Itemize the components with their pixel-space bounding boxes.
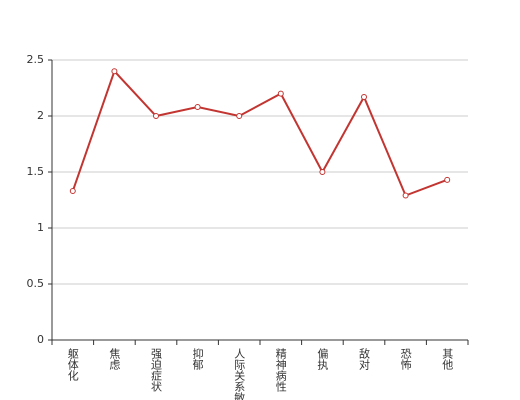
x-tick-label: 躯体化 xyxy=(66,348,79,382)
point xyxy=(444,176,451,183)
x-tick-label: 强迫症状 xyxy=(150,348,163,392)
y-tick-label: 1.5 xyxy=(27,165,45,178)
point xyxy=(111,68,118,75)
x-tick-label: 其他 xyxy=(441,348,454,370)
line xyxy=(71,69,448,197)
point xyxy=(361,93,367,100)
x-tick-label: 敌对 xyxy=(358,347,371,370)
x-tick-label: 恐怖 xyxy=(399,348,412,370)
point xyxy=(277,90,284,97)
x-tick-label: 焦虑 xyxy=(108,348,121,370)
x-tick-label: 精神病性 xyxy=(274,348,287,393)
point xyxy=(319,169,326,175)
point xyxy=(69,188,76,195)
x-tick-label: 人际关系敏感 xyxy=(233,348,246,400)
point xyxy=(194,104,201,111)
y-tick-label: 1 xyxy=(37,221,44,234)
point xyxy=(402,192,409,199)
y-tick-label: 2.5 xyxy=(27,53,45,66)
point xyxy=(153,113,159,119)
point xyxy=(236,113,243,119)
x-tick-label: 偏执 xyxy=(316,347,329,371)
x-tick-label: 抑郁 xyxy=(191,347,204,370)
y-tick-label: 2 xyxy=(37,109,44,122)
y-tick-label: 0 xyxy=(37,333,44,346)
y-tick-label: 0.5 xyxy=(27,277,45,290)
